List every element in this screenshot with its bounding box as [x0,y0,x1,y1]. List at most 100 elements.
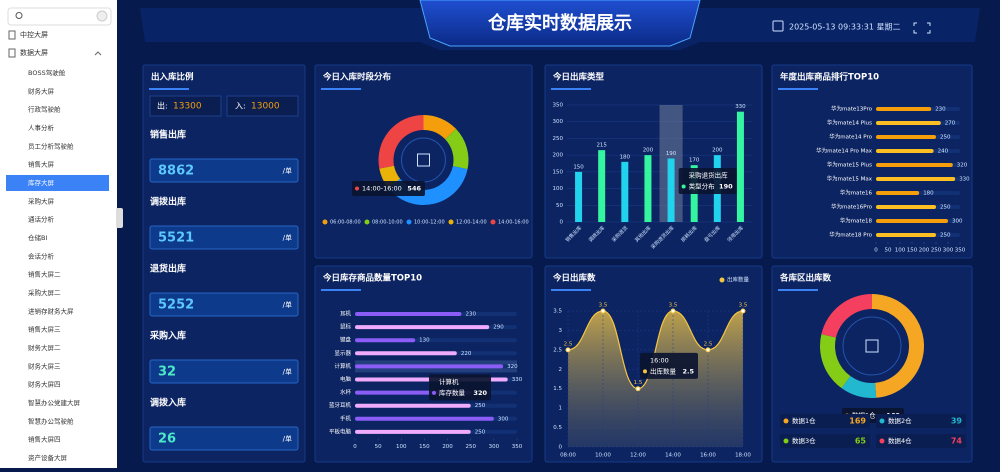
data-label: 290 [493,325,504,331]
data-label: 320 [507,364,518,370]
data-label: 250 [940,233,951,239]
bar [355,416,494,421]
fullscreen-icon[interactable] [913,22,931,34]
tooltip-label: 库存数量 [439,388,466,397]
title-underline [778,88,818,90]
menu-item: 中控大屏 [20,30,48,39]
bar [667,158,675,222]
bar [876,191,920,195]
legend-label: 06:00-08:00 [330,220,361,226]
data-label: 170 [689,158,700,164]
y-tick-label: 0.5 [553,425,562,431]
dropdown-icon[interactable] [96,10,108,22]
submenu-item: 采购大屏二 [28,288,61,297]
x-tick-label: 16:00 [700,453,716,459]
y-tick-label: 显示器 [334,350,351,357]
legend-value: 65 [855,437,867,446]
bar [355,403,471,408]
bar [355,351,457,356]
sidebar [0,0,117,468]
y-tick-label: 50 [556,203,563,209]
y-tick-label: 2 [559,367,563,373]
calendar-icon [772,20,784,32]
submenu-item: 销售大屏 [28,160,55,169]
submenu-item: 销售大屏四 [28,435,61,444]
legend-value: 169 [849,417,866,426]
y-tick-label: 手机 [340,414,352,422]
legend-dot [879,438,885,444]
data-label: 250 [475,403,486,409]
y-tick-label: 350 [553,103,564,109]
legend-dot [490,219,496,225]
data-label: 270 [945,121,956,127]
search-box[interactable] [7,7,112,26]
stat-value: 32 [158,365,176,380]
title-underline [321,88,361,90]
search-icon [15,12,23,19]
x-tick-label: 0 [353,444,357,450]
data-label: 1.5 [634,380,643,386]
menu-icon [8,48,16,58]
submenu-item: 员工分析驾驶舱 [28,141,74,150]
bar [876,177,956,181]
datetime: 2025-05-13 09:33:31 星期二 [789,23,901,32]
submenu-item: 会话分析 [28,251,55,260]
data-label: 320 [957,163,968,169]
tooltip-label: 16:00 [650,356,669,364]
x-tick-label: 350 [512,444,523,450]
tooltip-label: 14:00-16:00 [362,185,402,193]
legend-dot [783,438,789,444]
stat-label: 调拨入库 [150,397,186,409]
x-tick-label: 150 [907,248,918,254]
y-tick-label: 电脑 [340,375,352,383]
data-label: 190 [666,151,677,157]
collapse-toggle[interactable] [116,208,123,228]
tooltip [678,168,737,194]
tooltip [352,181,425,196]
x-tick-label: 150 [419,444,430,450]
legend-box [876,434,966,448]
data-label: 230 [465,312,476,318]
bar [355,338,416,343]
data-label: 240 [938,149,949,155]
legend-label: 12:00-14:00 [456,220,487,226]
submenu-item: 财务大屏三 [28,361,61,370]
x-tick-label: 350 [955,248,966,254]
stat-value: 5521 [158,231,194,246]
donut-segment [423,115,457,140]
legend-label: 08:00-10:00 [372,220,403,226]
stat-box [149,292,299,317]
in-label: 入: [235,102,246,111]
data-label: 180 [923,191,934,197]
bar [598,150,606,222]
bar [876,121,941,125]
tooltip-label: 采购退货出库 [689,171,729,180]
data-label: 3.5 [599,303,608,309]
y-tick-label: 华为mate18 [840,217,873,225]
data-label: 250 [475,429,486,435]
bar [355,325,490,330]
stat-unit: /单 [283,367,292,376]
bar [644,155,652,222]
center-icon [865,339,879,353]
tooltip-dot [681,184,686,189]
submenu-item: 资产设备大屏 [28,453,68,462]
submenu-item: 财务大屏二 [28,343,61,352]
x-tick-label: 300 [943,248,954,254]
bar [876,135,936,139]
legend-label: 数据2仓 [888,416,912,425]
stat-unit: /单 [283,300,292,309]
submenu-item: 财务大屏四 [28,380,61,389]
legend-label: 10:00-12:00 [414,220,445,226]
tooltip [429,374,491,401]
panel-title: 各库区出库数 [779,273,832,284]
legend-dot [783,418,789,424]
bar [876,205,936,209]
x-tick-label: 100 [396,444,407,450]
panel [771,64,973,259]
y-tick-label: 150 [553,169,564,175]
y-tick-label: 耳机 [340,310,352,318]
data-label: 200 [712,148,723,154]
stat-unit: /单 [283,434,292,443]
